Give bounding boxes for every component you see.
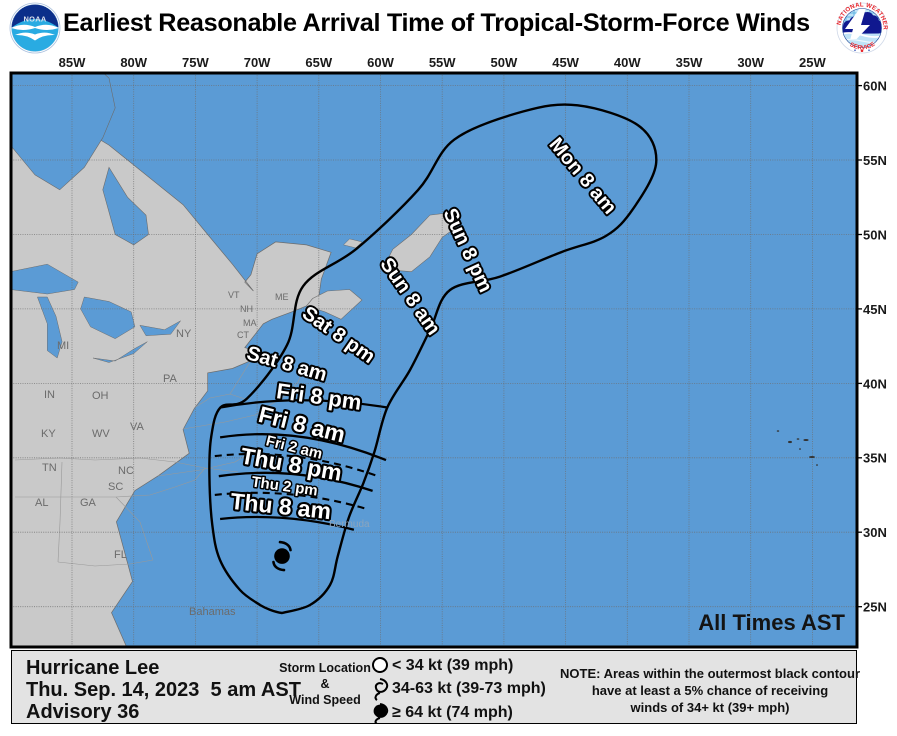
svg-text:ME: ME	[275, 292, 289, 302]
svg-text:35W: 35W	[676, 55, 703, 70]
svg-text:≥ 64 kt (74 mph): ≥ 64 kt (74 mph)	[392, 704, 513, 721]
svg-text:60N: 60N	[863, 79, 887, 94]
svg-text:25N: 25N	[863, 600, 887, 615]
svg-text:VA: VA	[130, 421, 145, 433]
svg-text:NC: NC	[118, 465, 134, 477]
svg-text:45W: 45W	[552, 55, 579, 70]
svg-text:KY: KY	[41, 428, 56, 440]
svg-text:50N: 50N	[863, 227, 887, 242]
svg-text:55N: 55N	[863, 153, 887, 168]
svg-text:OH: OH	[92, 390, 109, 402]
svg-text:40N: 40N	[863, 376, 887, 391]
svg-text:75W: 75W	[182, 55, 209, 70]
svg-text:85W: 85W	[59, 55, 86, 70]
svg-text:IN: IN	[44, 389, 55, 401]
svg-text:PA: PA	[163, 373, 178, 385]
svg-text:NH: NH	[240, 304, 253, 314]
svg-text:SC: SC	[108, 481, 123, 493]
svg-text:34-63 kt (39-73 mph): 34-63 kt (39-73 mph)	[392, 680, 546, 697]
svg-text:MA: MA	[243, 318, 257, 328]
svg-text:55W: 55W	[429, 55, 456, 70]
svg-text:NY: NY	[176, 328, 192, 340]
svg-text:80W: 80W	[120, 55, 147, 70]
svg-text:CT: CT	[237, 330, 249, 340]
svg-text:70W: 70W	[244, 55, 271, 70]
svg-text:FL: FL	[114, 549, 127, 561]
svg-text:VT: VT	[228, 290, 240, 300]
svg-text:65W: 65W	[305, 55, 332, 70]
svg-text:25W: 25W	[799, 55, 826, 70]
svg-text:Bermuda: Bermuda	[329, 519, 370, 530]
svg-text:60W: 60W	[367, 55, 394, 70]
svg-text:MI: MI	[57, 340, 69, 352]
svg-text:WV: WV	[92, 428, 110, 440]
svg-text:AL: AL	[35, 497, 48, 509]
svg-text:< 34 kt (39 mph): < 34 kt (39 mph)	[392, 657, 513, 674]
svg-text:All Times AST: All Times AST	[698, 610, 845, 635]
svg-text:50W: 50W	[491, 55, 518, 70]
svg-text:30N: 30N	[863, 525, 887, 540]
svg-text:Bahamas: Bahamas	[189, 606, 236, 618]
svg-text:45N: 45N	[863, 302, 887, 317]
svg-text:35N: 35N	[863, 451, 887, 466]
svg-text:40W: 40W	[614, 55, 641, 70]
svg-text:30W: 30W	[737, 55, 764, 70]
svg-text:GA: GA	[80, 497, 97, 509]
svg-text:TN: TN	[42, 462, 57, 474]
